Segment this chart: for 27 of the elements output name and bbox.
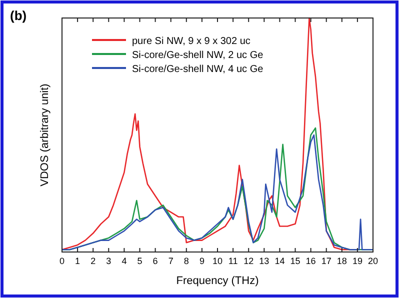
x-tick-label: 6 bbox=[152, 256, 158, 266]
x-tick-label: 18 bbox=[336, 256, 347, 266]
x-tick-label: 4 bbox=[122, 256, 127, 266]
x-tick-label: 20 bbox=[368, 256, 378, 266]
x-tick-label: 3 bbox=[106, 256, 112, 266]
x-tick-label: 17 bbox=[321, 256, 332, 266]
chart-title: (b) bbox=[10, 8, 27, 23]
x-tick-label: 7 bbox=[168, 256, 174, 266]
x-tick-label: 2 bbox=[90, 256, 96, 266]
x-tick-label: 15 bbox=[290, 256, 300, 266]
x-tick-label: 12 bbox=[244, 256, 254, 266]
x-tick-label: 14 bbox=[274, 256, 285, 266]
x-tick-label: 9 bbox=[199, 256, 204, 266]
x-tick-label: 16 bbox=[306, 256, 316, 266]
x-tick-label: 19 bbox=[352, 256, 362, 266]
y-axis-title: VDOS (arbitrary unit) bbox=[39, 84, 51, 186]
x-tick-label: 8 bbox=[184, 256, 189, 266]
legend-label: Si-core/Ge-shell NW, 4 uc Ge bbox=[132, 64, 264, 75]
x-axis-title: Frequency (THz) bbox=[176, 275, 259, 287]
x-tick-label: 10 bbox=[212, 256, 223, 266]
legend-label: Si-core/Ge-shell NW, 2 uc Ge bbox=[132, 50, 264, 61]
x-tick-label: 11 bbox=[228, 256, 238, 266]
x-tick-label: 13 bbox=[259, 256, 270, 266]
x-tick-label: 5 bbox=[137, 256, 142, 266]
x-tick-label: 0 bbox=[59, 256, 65, 266]
legend-label: pure Si NW, 9 x 9 x 302 uc bbox=[132, 36, 250, 47]
x-tick-label: 1 bbox=[75, 256, 80, 266]
